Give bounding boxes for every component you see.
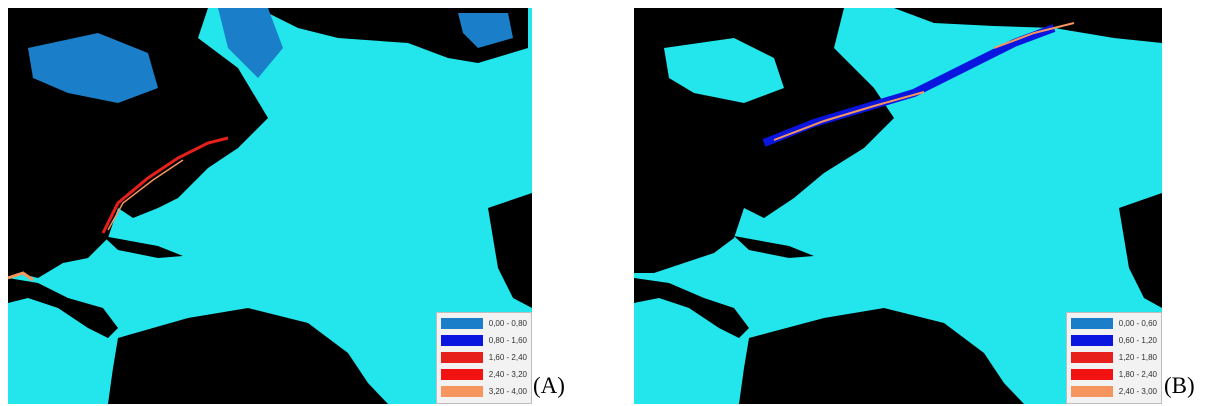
legend-row: 0,80 - 1,60: [440, 333, 527, 348]
current-band: [762, 24, 1056, 147]
greenland-ice: [458, 13, 513, 48]
cuba-island: [103, 236, 183, 258]
central-america-landmass: [8, 278, 118, 338]
legend-swatch: [440, 352, 483, 363]
legend-row: 2,40 - 3,20: [440, 367, 527, 382]
legend-swatch: [440, 386, 483, 397]
legend-swatch: [440, 335, 483, 346]
map-panel-b: 0,00 - 0,60 0,60 - 1,20 1,20 - 1,80 1,80…: [634, 8, 1162, 404]
legend-swatch: [1070, 335, 1113, 346]
africa-landmass: [1119, 193, 1162, 308]
africa-landmass: [488, 193, 532, 308]
legend-label: 3,20 - 4,00: [488, 387, 527, 396]
legend-label: 0,00 - 0,80: [488, 319, 527, 328]
legend-label: 1,20 - 1,80: [1118, 353, 1157, 362]
north-atlantic-map-b: [634, 8, 1162, 404]
legend-b: 0,00 - 0,60 0,60 - 1,20 1,20 - 1,80 1,80…: [1065, 312, 1162, 404]
legend-swatch: [1070, 352, 1113, 363]
legend-label: 0,60 - 1,20: [1118, 336, 1157, 345]
cuba-island: [734, 236, 814, 258]
legend-row: 0,60 - 1,20: [1070, 333, 1157, 348]
central-america-landmass: [634, 278, 749, 338]
legend-swatch: [1070, 369, 1113, 380]
legend-label: 2,40 - 3,00: [1118, 387, 1157, 396]
legend-swatch: [1070, 386, 1113, 397]
south-america-landmass: [739, 308, 1024, 404]
legend-label: 0,00 - 0,60: [1118, 319, 1157, 328]
hudson-bay-water: [664, 38, 784, 103]
legend-row: 1,20 - 1,80: [1070, 350, 1157, 365]
legend-row: 0,00 - 0,80: [440, 316, 527, 331]
legend-swatch: [440, 369, 483, 380]
gulf-stream-band: [101, 136, 229, 234]
arctic-ice: [218, 8, 283, 78]
greenland-landmass: [894, 8, 1162, 43]
legend-row: 3,20 - 4,00: [440, 384, 527, 399]
legend-row: 1,80 - 2,40: [1070, 367, 1157, 382]
north-atlantic-map-a: [8, 8, 532, 404]
legend-row: 2,40 - 3,00: [1070, 384, 1157, 399]
legend-row: 1,60 - 2,40: [440, 350, 527, 365]
panel-label-a: (A): [533, 373, 565, 398]
legend-label: 1,80 - 2,40: [1118, 370, 1157, 379]
legend-swatch: [1070, 318, 1113, 329]
hudson-bay-ice: [28, 33, 158, 103]
legend-label: 2,40 - 3,20: [488, 370, 527, 379]
legend-label: 0,80 - 1,60: [488, 336, 527, 345]
legend-label: 1,60 - 2,40: [488, 353, 527, 362]
map-panel-a: 0,00 - 0,80 0,80 - 1,60 1,60 - 2,40 2,40…: [8, 8, 532, 404]
legend-swatch: [440, 318, 483, 329]
south-america-landmass: [108, 308, 388, 404]
panel-label-b: (B): [1164, 373, 1195, 398]
legend-row: 0,00 - 0,60: [1070, 316, 1157, 331]
legend-a: 0,00 - 0,80 0,80 - 1,60 1,60 - 2,40 2,40…: [435, 312, 532, 404]
